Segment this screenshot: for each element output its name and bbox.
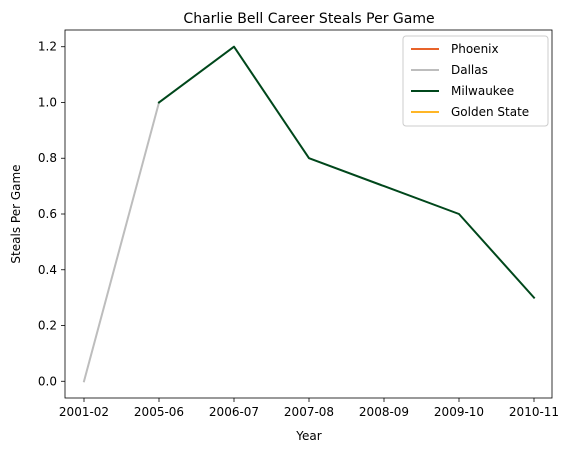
y-tick-label: 0.8 (38, 151, 57, 165)
x-tick-label: 2005-06 (134, 405, 184, 419)
y-tick-label: 1.0 (38, 95, 57, 109)
x-tick-label: 2006-07 (209, 405, 259, 419)
chart-title: Charlie Bell Career Steals Per Game (183, 11, 434, 27)
x-tick-label: 2007-08 (284, 405, 334, 419)
x-tick-label: 2009-10 (434, 405, 484, 419)
y-tick-label: 0.4 (38, 263, 57, 277)
x-axis: 2001-02 2005-06 2006-07 2007-08 2008-09 2009-… (59, 398, 559, 419)
legend-label: Phoenix (451, 42, 499, 56)
y-tick-label: 0.0 (38, 374, 57, 388)
legend-label: Milwaukee (451, 84, 514, 98)
x-tick-label: 2008-09 (359, 405, 409, 419)
y-axis: 0.0 0.2 0.4 0.6 0.8 1.0 1.2 (38, 40, 65, 389)
series-line-dallas (84, 102, 159, 381)
y-tick-label: 1.2 (38, 40, 57, 54)
legend: Phoenix Dallas Milwaukee Golden State (403, 36, 548, 126)
legend-label: Dallas (451, 63, 488, 77)
y-tick-label: 0.2 (38, 319, 57, 333)
x-tick-label: 2010-11 (509, 405, 559, 419)
x-axis-label: Year (295, 429, 321, 443)
x-tick-label: 2001-02 (59, 405, 109, 419)
y-tick-label: 0.6 (38, 207, 57, 221)
y-axis-label: Steals Per Game (9, 164, 23, 263)
legend-label: Golden State (451, 105, 529, 119)
